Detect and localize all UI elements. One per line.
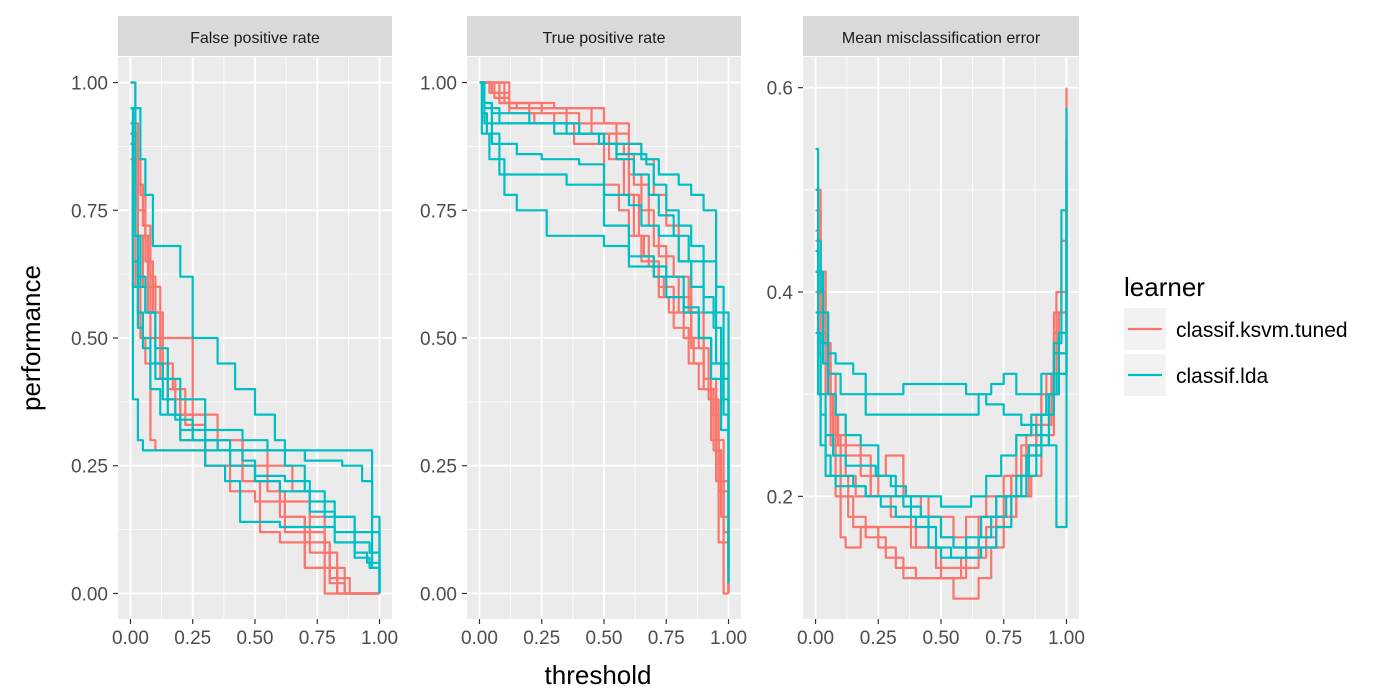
panel-strip [467,16,741,56]
series-group [815,87,1068,600]
y-tick-label: 0.00 [71,584,108,605]
series-line-ksvm [479,81,730,594]
x-tick-label: 0.00 [112,628,149,649]
x-tick-label: 0.25 [174,628,211,649]
panel-title: False positive rate [190,30,320,47]
y-tick-label: 0.25 [71,457,108,478]
x-tick-label: 1.00 [361,628,398,649]
y-tick-label: 0.75 [420,201,457,222]
x-tick-label: 0.50 [237,628,274,649]
series-group [130,81,381,595]
x-tick-label: 0.75 [648,628,685,649]
series-line-lda [479,81,730,584]
x-tick-label: 0.50 [923,628,960,649]
x-axis-title: threshold [545,660,652,690]
series-line-lda [815,251,1068,559]
x-tick-label: 0.75 [299,628,336,649]
series-line-lda [130,132,381,594]
y-tick-label: 0.6 [767,79,793,100]
y-tick-label: 0.75 [71,201,108,222]
y-tick-label: 1.00 [71,74,108,95]
panel-1: False positive rate 0.00 0.25 0.50 0.75 1.00 0… [71,16,398,649]
series-group [479,81,730,595]
series-line-lda [479,81,730,568]
series-line-lda [815,169,1068,549]
series-line-lda [130,142,381,594]
panel-2: True positive rate 0.00 0.25 0.50 0.75 1.00 0.… [420,16,747,649]
legend-title: learner [1124,272,1205,302]
y-tick-label: 0.25 [420,457,457,478]
y-tick-label: 0.4 [767,283,794,304]
y-tick-label: 0.2 [767,487,793,508]
panel-strip [118,16,392,56]
x-tick-label: 0.00 [461,628,498,649]
series-line-lda [815,138,1068,559]
legend-entry-label: classif.lda [1176,365,1269,388]
series-line-lda [130,122,381,594]
panel-strip [803,16,1079,56]
series-line-lda [479,81,730,584]
series-line-ksvm [815,210,1068,580]
x-tick-label: 0.75 [985,628,1022,649]
series-line-lda [815,230,1068,508]
y-tick-label: 0.50 [420,329,457,350]
x-tick-label: 0.25 [860,628,897,649]
series-line-lda [479,81,730,584]
y-tick-label: 0.00 [420,584,457,605]
x-tick-label: 0.25 [523,628,560,649]
x-tick-label: 1.00 [1048,628,1085,649]
y-axis-title: performance [16,265,46,411]
panel-title: True positive rate [542,30,665,47]
legend: learner classif.ksvm.tuned classif.lda [1124,272,1348,396]
panel-3: Mean misclassification error 0.00 0.25 0.50… [767,16,1085,649]
y-tick-label: 1.00 [420,74,457,95]
chart-panels: False positive rate 0.00 0.25 0.50 0.75 1.00 0… [71,16,1085,649]
x-tick-label: 0.00 [797,628,834,649]
legend-entry-label: classif.ksvm.tuned [1176,319,1348,342]
series-line-lda [479,81,730,568]
x-tick-label: 0.50 [586,628,623,649]
panel-title: Mean misclassification error [842,30,1041,47]
x-tick-label: 1.00 [710,628,747,649]
y-tick-label: 0.50 [71,329,108,350]
